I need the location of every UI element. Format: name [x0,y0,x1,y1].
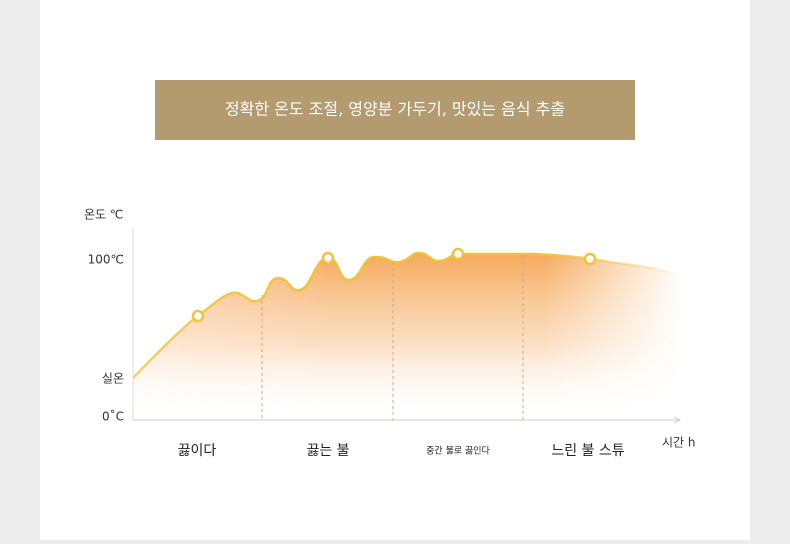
banner [155,80,635,140]
y-axis-title: 온도 ℃ [84,208,123,222]
marker [191,309,205,323]
temperature-area [133,252,680,420]
x-axis-title: 시간 h [662,436,696,450]
marker [321,251,335,265]
marker [451,247,465,261]
y-label: 실온 [102,372,124,386]
phase-label: 끓는 불 [306,443,349,459]
phase-label: 끓이다 [178,443,217,459]
phase-label: 중간 불로 끓인다 [426,446,490,457]
marker [583,252,597,266]
markers [191,247,597,323]
y-label: 0˚C [102,409,124,424]
phase-label: 느린 불 스튜 [551,443,624,459]
phase-dividers [261,255,524,420]
banner-title: 정확한 온도 조절, 영양분 가두기, 맛있는 음식 추출 [225,100,565,119]
y-label: 100℃ [88,253,124,267]
